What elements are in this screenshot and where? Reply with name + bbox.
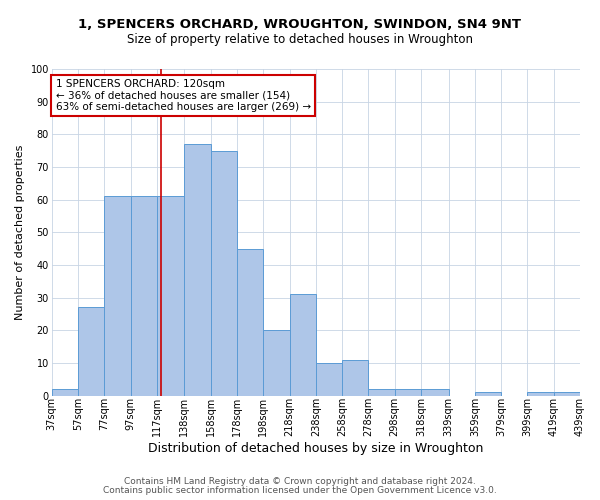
Bar xyxy=(78,308,104,396)
Bar xyxy=(104,196,131,396)
Text: 1, SPENCERS ORCHARD, WROUGHTON, SWINDON, SN4 9NT: 1, SPENCERS ORCHARD, WROUGHTON, SWINDON,… xyxy=(79,18,521,30)
Bar xyxy=(157,196,184,396)
Y-axis label: Number of detached properties: Number of detached properties xyxy=(15,144,25,320)
Bar xyxy=(52,389,78,396)
Bar xyxy=(263,330,290,396)
Bar xyxy=(131,196,157,396)
Text: 1 SPENCERS ORCHARD: 120sqm
← 36% of detached houses are smaller (154)
63% of sem: 1 SPENCERS ORCHARD: 120sqm ← 36% of deta… xyxy=(56,79,311,112)
Bar xyxy=(527,392,554,396)
Bar xyxy=(290,294,316,396)
Bar xyxy=(395,389,421,396)
Text: Size of property relative to detached houses in Wroughton: Size of property relative to detached ho… xyxy=(127,32,473,46)
Bar xyxy=(554,392,580,396)
X-axis label: Distribution of detached houses by size in Wroughton: Distribution of detached houses by size … xyxy=(148,442,484,455)
Text: Contains public sector information licensed under the Open Government Licence v3: Contains public sector information licen… xyxy=(103,486,497,495)
Bar xyxy=(342,360,368,396)
Bar xyxy=(368,389,395,396)
Bar xyxy=(316,363,342,396)
Bar xyxy=(475,392,501,396)
Text: Contains HM Land Registry data © Crown copyright and database right 2024.: Contains HM Land Registry data © Crown c… xyxy=(124,477,476,486)
Bar xyxy=(211,150,237,396)
Bar xyxy=(184,144,211,396)
Bar xyxy=(421,389,449,396)
Bar xyxy=(237,248,263,396)
